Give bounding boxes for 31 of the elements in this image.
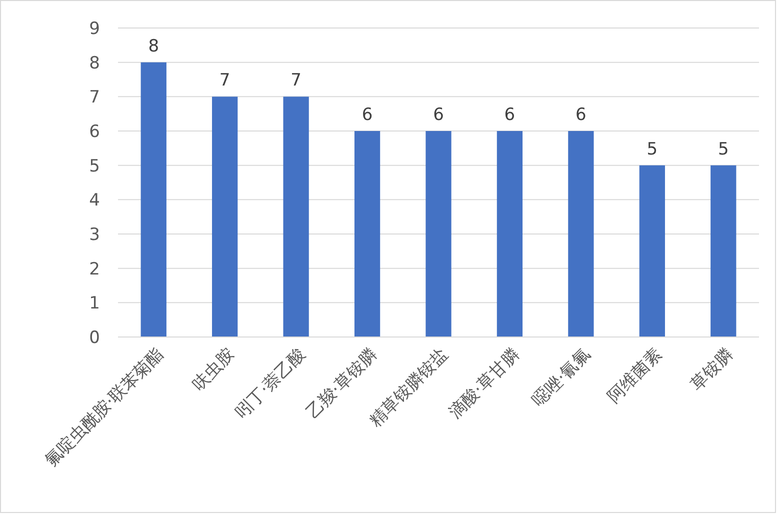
data-label: 6 — [433, 105, 444, 125]
x-tick-label: 草铵膦 — [686, 344, 738, 395]
bar — [426, 131, 452, 337]
bar — [710, 165, 736, 337]
bar — [212, 96, 238, 337]
bar — [496, 131, 523, 337]
data-label: 7 — [219, 70, 230, 91]
y-tick-label: 5 — [89, 156, 100, 176]
data-label: 8 — [148, 36, 160, 56]
bar — [354, 131, 380, 337]
bar — [140, 62, 166, 337]
y-tick-label: 6 — [89, 122, 100, 142]
y-tick-label: 9 — [89, 18, 100, 39]
x-tick-label: 呋虫胺 — [188, 344, 239, 395]
x-tick-label: 阿维菌素 — [604, 344, 666, 407]
y-tick-label: 2 — [89, 259, 100, 280]
data-label: 6 — [576, 105, 586, 125]
data-label: 5 — [718, 139, 729, 160]
bar — [283, 96, 309, 337]
data-label: 7 — [290, 70, 302, 91]
data-label: 6 — [362, 105, 373, 125]
y-tick-label: 1 — [89, 294, 100, 314]
y-tick-label: 8 — [89, 53, 100, 74]
data-label: 6 — [504, 105, 516, 125]
y-tick-label: 3 — [89, 224, 100, 245]
x-tick-label: 噁唑·氰氟 — [528, 344, 595, 411]
y-tick-label: 4 — [89, 190, 100, 211]
y-tick-label: 7 — [89, 88, 100, 108]
bar — [568, 131, 594, 337]
data-label: 5 — [646, 139, 658, 160]
bar — [639, 165, 665, 337]
